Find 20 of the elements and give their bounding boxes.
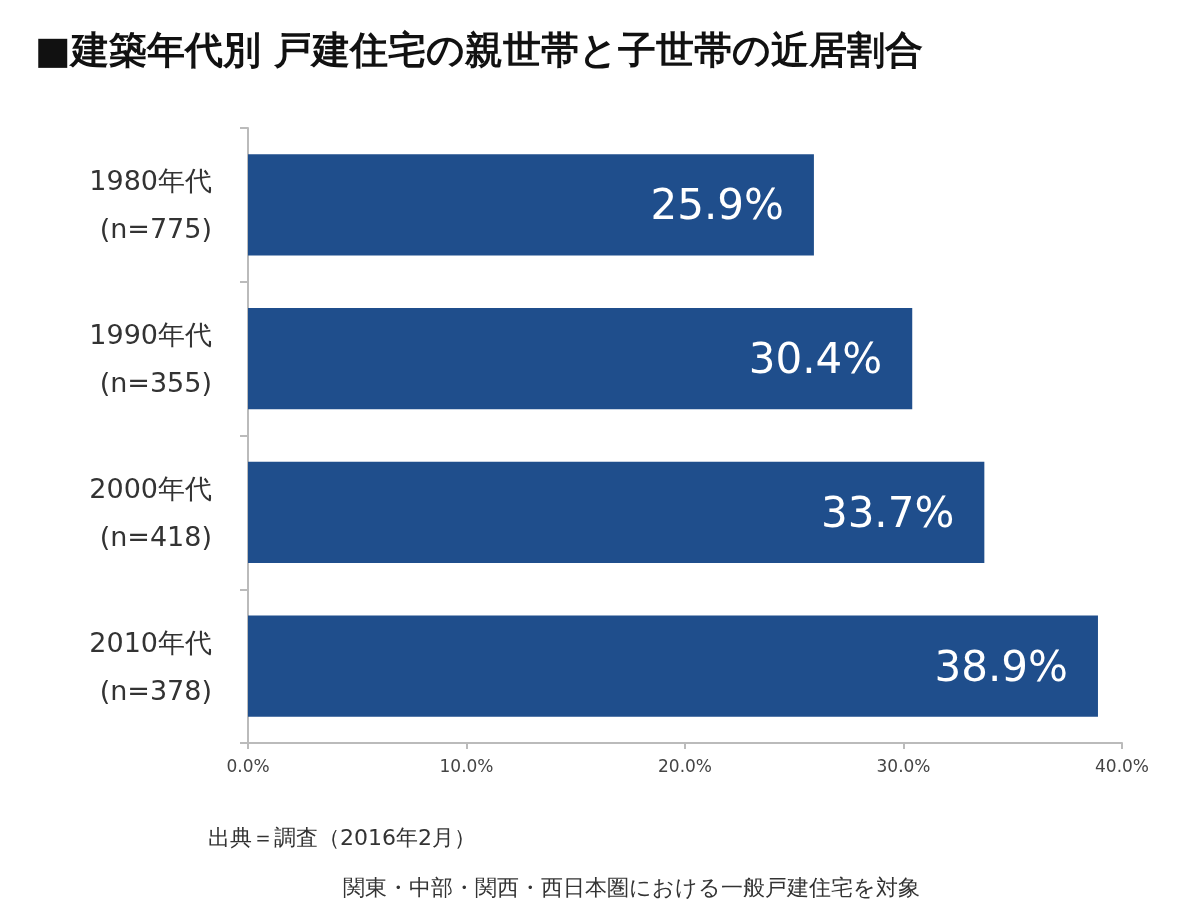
y-tick-label: 2000年代 (n=418) bbox=[89, 472, 212, 552]
text: 関東・中部・関西・西日本圏における一般戸建住宅を対象 bbox=[343, 874, 920, 900]
y-tick-label: 1990年代 (n=355) bbox=[89, 319, 212, 399]
x-tick-label: 30.0% bbox=[876, 755, 931, 776]
x-tick-label: 20.0% bbox=[657, 755, 713, 776]
data-label: 33.7% bbox=[820, 487, 955, 537]
y-tick-label: 1980年代 (n=775) bbox=[89, 165, 212, 245]
chart-title: ■建築年代別 戸建住宅の親世帯と子世帯の近居割合 bbox=[35, 28, 924, 72]
x-tick-label: 0.0% bbox=[226, 755, 270, 776]
source-note: 出典＝調査（2016年2月） bbox=[208, 824, 476, 850]
bar bbox=[248, 461, 985, 564]
data-label: 38.9% bbox=[934, 641, 1068, 691]
bar bbox=[248, 307, 913, 410]
x-tick-label: 10.0% bbox=[439, 755, 494, 776]
bar bbox=[248, 615, 1098, 717]
x-tick-label: 40.0% bbox=[1094, 755, 1150, 776]
data-label: 25.9% bbox=[650, 180, 784, 230]
data-label: 30.4% bbox=[748, 334, 883, 384]
bar bbox=[248, 154, 814, 256]
y-tick-label: 2010年代 (n=378) bbox=[89, 626, 212, 706]
